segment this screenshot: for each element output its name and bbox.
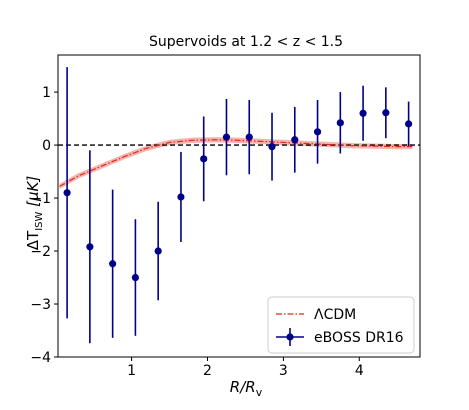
data-point xyxy=(268,112,276,181)
chart-title: Supervoids at 1.2 < z < 1.5 xyxy=(149,34,343,50)
y-tick-label: −2 xyxy=(30,244,51,260)
data-marker xyxy=(86,243,94,251)
data-marker xyxy=(222,133,231,141)
data-marker xyxy=(359,109,367,117)
data-marker xyxy=(313,128,322,136)
data-point xyxy=(109,189,117,338)
data-marker xyxy=(154,247,162,255)
legend-data-label: eBOSS DR16 xyxy=(314,330,404,346)
plot-area xyxy=(58,67,420,344)
legend-model-label: ΛCDM xyxy=(314,307,356,323)
legend-data-marker xyxy=(286,333,294,341)
data-point xyxy=(154,201,162,301)
y-tick-label: 0 xyxy=(42,138,51,154)
data-marker xyxy=(200,155,208,163)
data-marker xyxy=(405,120,413,128)
x-tick-label: 3 xyxy=(279,363,288,379)
legend: ΛCDM eBOSS DR16 xyxy=(267,296,415,354)
data-point xyxy=(177,151,185,243)
data-marker xyxy=(268,143,276,151)
data-point xyxy=(86,150,94,344)
data-marker xyxy=(131,273,140,282)
y-axis-label-unit: [μK] xyxy=(24,176,42,212)
data-point xyxy=(359,85,367,141)
x-tick-label: 4 xyxy=(355,363,364,379)
data-marker xyxy=(63,189,71,197)
x-axis-label: R/Rv xyxy=(230,378,263,399)
data-point xyxy=(291,106,299,173)
x-axis-label-main: R/R xyxy=(230,378,256,396)
data-point xyxy=(245,100,253,175)
data-point xyxy=(405,101,413,147)
x-axis-label-sub: v xyxy=(256,386,263,399)
data-marker xyxy=(291,136,299,144)
legend-box xyxy=(267,296,415,354)
x-tick-label: 1 xyxy=(127,363,136,379)
y-tick-label: −4 xyxy=(30,350,51,366)
data-point xyxy=(222,98,231,176)
y-tick-label: 1 xyxy=(42,85,51,101)
axes-frame xyxy=(57,54,421,358)
y-tick-label: −1 xyxy=(30,191,51,207)
data-marker xyxy=(109,260,117,268)
data-point xyxy=(200,116,208,202)
data-marker xyxy=(177,193,185,201)
data-point xyxy=(382,87,390,139)
y-axis-label-main: ΔT xyxy=(24,230,42,250)
y-axis-label: ΔTISW [μK] xyxy=(24,176,45,251)
data-marker xyxy=(245,133,253,141)
data-point xyxy=(336,92,344,154)
x-tick-label: 2 xyxy=(203,363,212,379)
model-line xyxy=(59,139,413,187)
data-point xyxy=(63,67,71,319)
data-marker xyxy=(382,109,390,117)
data-marker xyxy=(336,119,344,127)
y-axis-label-sub: ISW xyxy=(34,212,45,231)
model-band xyxy=(59,137,413,190)
y-tick-label: −3 xyxy=(30,297,51,313)
data-point xyxy=(131,219,140,336)
axes: 1 2 3 4 −4 −3 −2 −1 0 1 xyxy=(30,54,421,379)
data-point xyxy=(313,100,322,164)
